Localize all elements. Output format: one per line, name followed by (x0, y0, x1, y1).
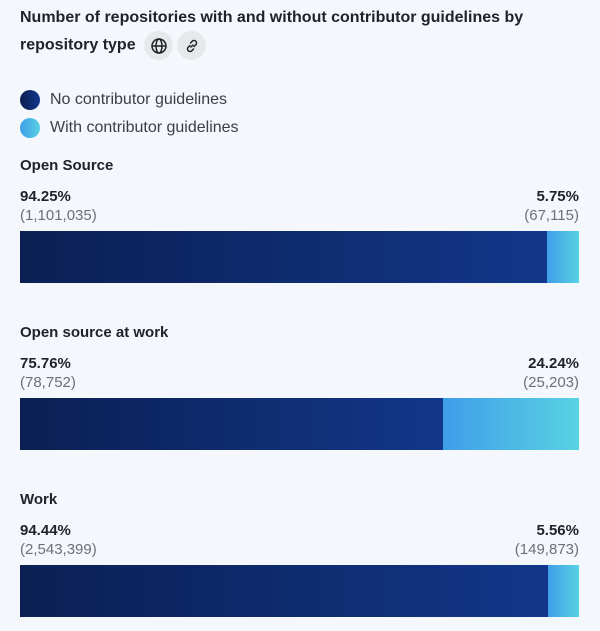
legend-item-with-guidelines[interactable]: With contributor guidelines (20, 114, 239, 142)
chart-title-text: Number of repositories with and without … (20, 9, 524, 54)
with-guidelines-percent: 24.24% (528, 355, 579, 372)
legend-label: With contributor guidelines (50, 119, 239, 136)
with-guidelines-count: (25,203) (523, 374, 579, 391)
with-guidelines-count: (67,115) (524, 207, 579, 224)
category-label: Work (20, 491, 58, 508)
bar-segment-with-guidelines[interactable] (546, 231, 579, 283)
bar-segment-with-guidelines[interactable] (547, 565, 579, 617)
stacked-bar (20, 231, 579, 283)
no-guidelines-count: (1,101,035) (20, 207, 97, 224)
stacked-bar (20, 565, 579, 617)
globe-icon[interactable] (144, 31, 174, 60)
no-guidelines-count: (78,752) (20, 374, 76, 391)
with-guidelines-count: (149,873) (514, 541, 579, 558)
no-guidelines-count: (2,543,399) (20, 541, 97, 558)
chart-title: Number of repositories with and without … (20, 5, 580, 60)
legend-swatch-light (20, 118, 40, 138)
no-guidelines-percent: 94.25% (20, 188, 71, 205)
bar-segment-no-guidelines[interactable] (20, 231, 547, 283)
bar-segment-no-guidelines[interactable] (20, 565, 548, 617)
link-icon[interactable] (177, 31, 207, 60)
legend-swatch-dark (20, 90, 40, 110)
bar-group: Open Source 94.25% (1,101,035) 5.75% (67,115… (20, 156, 579, 283)
legend-item-no-guidelines[interactable]: No contributor guidelines (20, 86, 239, 114)
bar-segment-with-guidelines[interactable] (443, 398, 579, 450)
category-label: Open source at work (20, 324, 169, 341)
no-guidelines-percent: 75.76% (20, 355, 71, 372)
with-guidelines-percent: 5.75% (536, 188, 579, 205)
bar-group: Work 94.44% (2,543,399) 5.56% (149,873) (20, 490, 579, 617)
stacked-bar (20, 398, 579, 450)
category-label: Open Source (20, 157, 114, 174)
bar-group: Open source at work 75.76% (78,752) 24.24% (… (20, 323, 579, 450)
legend-label: No contributor guidelines (50, 91, 227, 108)
with-guidelines-percent: 5.56% (536, 522, 579, 539)
legend: No contributor guidelines With contribut… (20, 86, 239, 142)
no-guidelines-percent: 94.44% (20, 522, 71, 539)
bar-segment-no-guidelines[interactable] (20, 398, 444, 450)
